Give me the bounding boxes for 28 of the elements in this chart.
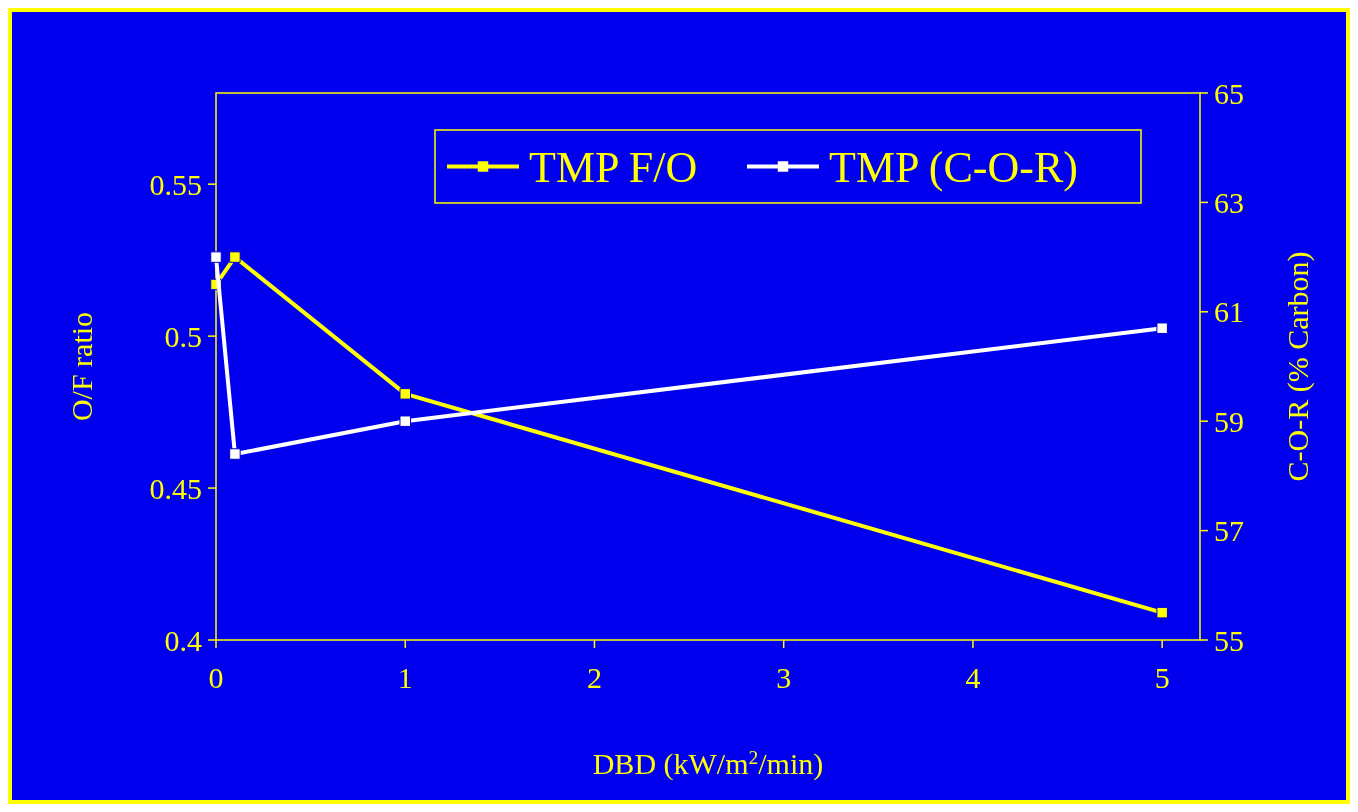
y2-tick-label: 65	[1214, 76, 1244, 110]
x-tick-label: 3	[776, 661, 792, 694]
y2-tick-label: 61	[1214, 295, 1244, 329]
x-tick-label: 1	[397, 661, 413, 694]
y-tick-label: 0.4	[164, 623, 202, 657]
x-axis-title: DBD (kW/m$^{2}$/min)	[592, 746, 824, 781]
point	[1156, 606, 1168, 619]
point	[229, 448, 241, 460]
y-axis-title: O/F ratio	[65, 311, 98, 422]
y2-tick-label: 59	[1214, 404, 1244, 438]
y-tick-label: 0.55	[149, 167, 202, 201]
point	[210, 251, 222, 263]
y2-tick-label: 55	[1214, 623, 1244, 657]
x-tick-label: 4	[965, 661, 981, 694]
y2-tick-label: 63	[1214, 185, 1244, 219]
y2-axis-title: C-O-R (% Carbon)	[1281, 251, 1315, 482]
x-tick-label: 5	[1154, 661, 1170, 694]
legend-label: TMP F/O	[529, 142, 698, 192]
y-tick-label: 0.45	[149, 471, 202, 505]
x-tick-label: 0	[208, 661, 224, 694]
y2-tick-label: 57	[1214, 514, 1244, 548]
legend-label: TMP (C-O-R)	[829, 142, 1078, 192]
point	[229, 251, 241, 263]
y-tick-label: 0.5	[164, 319, 202, 353]
point	[399, 388, 411, 400]
point	[399, 415, 411, 427]
point	[1156, 322, 1168, 334]
x-tick-label: 2	[586, 661, 602, 694]
